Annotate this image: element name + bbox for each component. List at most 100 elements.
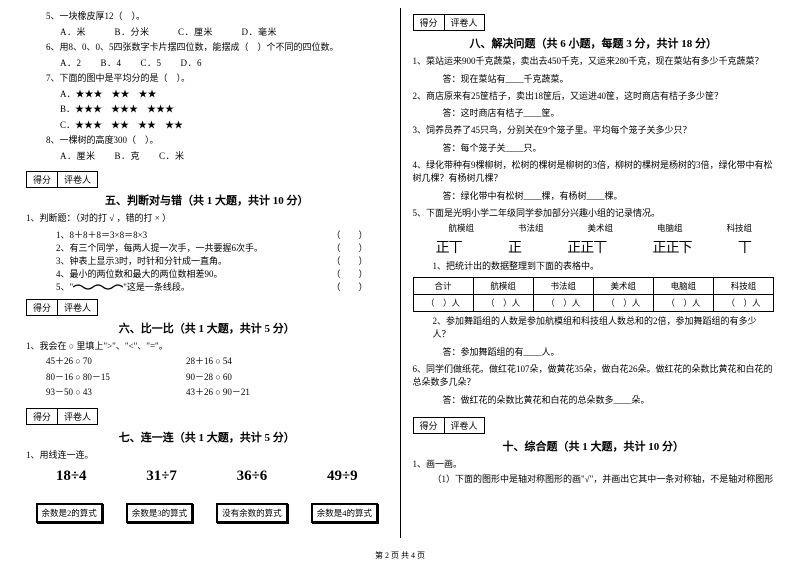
score-box-8: 得分 评卷人 — [413, 14, 485, 31]
q5: 5、一块橡皮厚12（ ）。 — [26, 10, 388, 24]
group-labels: 航模组 书法组 美术组 电脑组 科技组 — [413, 222, 775, 234]
th-4: 电脑组 — [653, 277, 713, 294]
section-10-title: 十、综合题（共 1 大题，共计 10 分） — [413, 438, 775, 454]
judge-5: 5、""这是一条线段。 （ ） — [26, 280, 388, 293]
problem-2-answer: 答：这时商店有桔子____筐。 — [413, 106, 775, 119]
td-4: （ ）人 — [653, 294, 713, 311]
comp-1: 1、画一画。 — [413, 458, 775, 472]
problem-4-answer: 答：绿化带中有松树____棵，有杨树____棵。 — [413, 189, 775, 202]
problem-5-2-answer: 答：参加舞蹈组的有____人。 — [413, 345, 775, 358]
score-box-5: 得分 评卷人 — [26, 171, 98, 188]
j5-prefix: 5、" — [56, 282, 73, 292]
judge-2-text: 2、有三个同学，每两人提一次手，一共要握6次手。 — [56, 241, 263, 254]
grader-label: 评卷人 — [58, 409, 97, 424]
th-total: 合计 — [413, 277, 473, 294]
expr-2: 31÷7 — [146, 468, 177, 485]
th-5: 科技组 — [713, 277, 773, 294]
rem-box-4: 余数是4的算式 — [311, 503, 378, 523]
score-box-7: 得分 评卷人 — [26, 408, 98, 425]
comp-1-1: （1）下面的图形中是轴对称图形的画"√"，并画出它其中一条对称轴，不是轴对称图形 — [413, 473, 775, 487]
rem-box-3: 余数是3的算式 — [126, 503, 193, 523]
grader-label: 评卷人 — [58, 172, 97, 187]
wavy-line-icon — [73, 283, 123, 291]
problem-3-answer: 答：每个笼子关____只。 — [413, 141, 775, 154]
paren: （ ） — [331, 241, 367, 254]
tally-marks: 正丅 正 正正丅 正正下 丅 — [413, 237, 775, 257]
stars-c: C．★★★ ★★ ★★ ★★ — [26, 119, 388, 133]
paren: （ ） — [331, 267, 367, 280]
judge-3-text: 3、钟表上显示3时，时针和分针成一直角。 — [56, 254, 227, 267]
section-6-title: 六、比一比（共 1 大题，共计 5 分） — [26, 320, 388, 336]
expr-4: 49÷9 — [327, 468, 358, 485]
judge-intro: 1、判断题：（对的打 √ ，错的打 × ） — [26, 212, 388, 226]
cmp3b: 43＋26 ○ 90－21 — [186, 387, 250, 397]
score-label: 得分 — [414, 418, 445, 433]
cmp1a: 45＋26 ○ 70 — [46, 355, 186, 369]
page-columns: 5、一块橡皮厚12（ ）。 A．米 B．分米 C．厘米 D．毫米 6、用8、0、… — [14, 8, 786, 538]
judge-1-text: 1、8＋8＋8＝3×8＝8×3 — [56, 228, 147, 241]
problem-5-2: 2、参加舞蹈组的人数是参加航模组和科技组人数总和的2倍，参加舞蹈组的有多少人？ — [413, 315, 775, 342]
left-column: 5、一块橡皮厚12（ ）。 A．米 B．分米 C．厘米 D．毫米 6、用8、0、… — [14, 8, 401, 538]
tally-1: 正丅 — [436, 237, 462, 257]
td-5: （ ）人 — [713, 294, 773, 311]
judge-4-text: 4、最小的两位数和最大的两位数相差90。 — [56, 267, 223, 280]
tally-3: 正正丅 — [567, 237, 606, 257]
score-box-10: 得分 评卷人 — [413, 417, 485, 434]
cmp2b: 90－28 ○ 60 — [186, 372, 232, 382]
score-label: 得分 — [27, 409, 58, 424]
j5-suffix: "这是一条线段。 — [123, 282, 190, 292]
judge-4: 4、最小的两位数和最大的两位数相差90。 （ ） — [26, 267, 388, 280]
right-column: 得分 评卷人 八、解决问题（共 6 小题，每题 3 分，共计 18 分） 1、菜… — [401, 8, 787, 538]
score-box-6: 得分 评卷人 — [26, 299, 98, 316]
group-5: 科技组 — [726, 222, 752, 234]
tally-2: 正 — [508, 237, 521, 257]
problem-5-1: 1、把统计出的数据整理到下面的表格中。 — [413, 260, 775, 274]
grader-label: 评卷人 — [445, 418, 484, 433]
q5-options: A．米 B．分米 C．厘米 D．毫米 — [26, 26, 388, 40]
table-data-row: （ ）人 （ ）人 （ ）人 （ ）人 （ ）人 （ ）人 — [413, 294, 774, 311]
q7: 7、下面的图中是平均分的是（ ）。 — [26, 72, 388, 86]
score-label: 得分 — [27, 300, 58, 315]
grader-label: 评卷人 — [58, 300, 97, 315]
connect-intro: 1、用线连一连。 — [26, 449, 388, 463]
table-header-row: 合计 航模组 书法组 美术组 电脑组 科技组 — [413, 277, 774, 294]
problem-6: 6、同学们做纸花。做红花107朵，做黄花35朵，做白花26朵。做红花的朵数比黄花… — [413, 363, 775, 390]
score-label: 得分 — [414, 15, 445, 30]
expr-1: 18÷4 — [56, 468, 87, 485]
th-2: 书法组 — [533, 277, 593, 294]
td-total: （ ）人 — [413, 294, 473, 311]
problem-2: 2、商店原来有25筐桔子，卖出18筐后，又运进40筐，这时商店有桔子多少筐？ — [413, 90, 775, 104]
q8-options: A．厘米 B．克 C．米 — [26, 150, 388, 164]
tally-4: 正正下 — [653, 237, 692, 257]
grader-label: 评卷人 — [445, 15, 484, 30]
q8: 8、一棵树的高度300（ ）。 — [26, 134, 388, 148]
cmp3a: 93－50 ○ 43 — [46, 386, 186, 400]
th-1: 航模组 — [473, 277, 533, 294]
judge-3: 3、钟表上显示3时，时针和分针成一直角。 （ ） — [26, 254, 388, 267]
stats-table: 合计 航模组 书法组 美术组 电脑组 科技组 （ ）人 （ ）人 （ ）人 （ … — [413, 277, 775, 312]
section-5-title: 五、判断对与错（共 1 大题，共计 10 分） — [26, 192, 388, 208]
score-label: 得分 — [27, 172, 58, 187]
group-2: 书法组 — [518, 222, 544, 234]
th-3: 美术组 — [593, 277, 653, 294]
td-1: （ ）人 — [473, 294, 533, 311]
rem-box-2: 余数是2的算式 — [36, 503, 103, 523]
stars-a: A．★★★ ★★ ★★ — [26, 88, 388, 102]
compare-intro: 1、我会在 ○ 里填上">"、"<"、"="。 — [26, 340, 388, 354]
cmp-row-3: 93－50 ○ 4343＋26 ○ 90－21 — [26, 386, 388, 400]
paren: （ ） — [331, 228, 367, 241]
td-2: （ ）人 — [533, 294, 593, 311]
td-3: （ ）人 — [593, 294, 653, 311]
expr-3: 36÷6 — [237, 468, 268, 485]
judge-1: 1、8＋8＋8＝3×8＝8×3 （ ） — [26, 228, 388, 241]
division-expressions: 18÷4 31÷7 36÷6 49÷9 — [26, 468, 388, 485]
judge-2: 2、有三个同学，每两人提一次手，一共要握6次手。 （ ） — [26, 241, 388, 254]
problem-1: 1、菜站运来900千克蔬菜，卖出去450千克，又运来280千克，现在菜站有多少千… — [413, 55, 775, 69]
problem-6-answer: 答：做红花的朵数比黄花和白花的总朵数多____朵。 — [413, 393, 775, 406]
section-8-title: 八、解决问题（共 6 小题，每题 3 分，共计 18 分） — [413, 35, 775, 51]
cmp-row-1: 45＋26 ○ 7028＋16 ○ 54 — [26, 355, 388, 369]
page-footer: 第 2 页 共 4 页 — [0, 550, 800, 561]
stars-b: B．★★★ ★★★ ★★★ — [26, 103, 388, 117]
group-4: 电脑组 — [657, 222, 683, 234]
paren: （ ） — [331, 254, 367, 267]
